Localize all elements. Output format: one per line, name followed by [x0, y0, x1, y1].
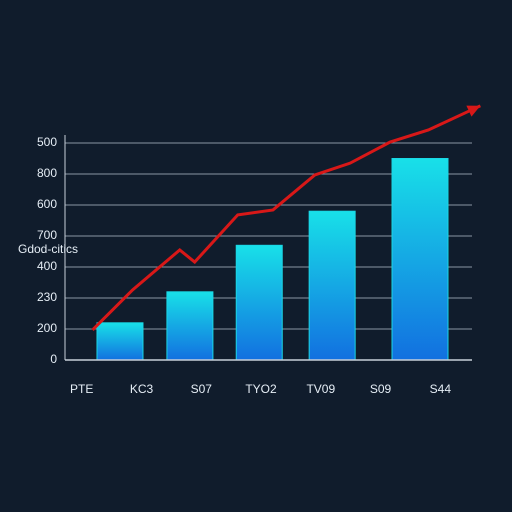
y-tick-label: 0: [50, 352, 57, 366]
x-tick-label: TV09: [306, 382, 335, 396]
trend-line: [91, 104, 481, 331]
x-tick-label: KC3: [130, 382, 154, 396]
bar: [308, 210, 356, 361]
x-tick-label: S44: [430, 382, 452, 396]
y-tick-label: 400: [37, 259, 57, 273]
y-tick-label: 800: [37, 166, 57, 180]
x-tick-label: TYO2: [245, 382, 277, 396]
arrow-head: [466, 105, 481, 117]
y-tick-label: 230: [37, 290, 57, 304]
bar: [391, 158, 449, 361]
x-tick-label: PTE: [70, 382, 93, 396]
y-tick-label: 500: [37, 135, 57, 149]
y-axis-label: Gdod-citics: [18, 242, 78, 256]
x-tick-label: S07: [191, 382, 213, 396]
bar: [235, 244, 283, 361]
y-tick-label: 200: [37, 321, 57, 335]
bar: [166, 291, 214, 361]
y-tick-label: 600: [37, 197, 57, 211]
x-tick-label: S09: [370, 382, 392, 396]
y-tick-label: 700: [37, 228, 57, 242]
bar: [96, 322, 144, 361]
